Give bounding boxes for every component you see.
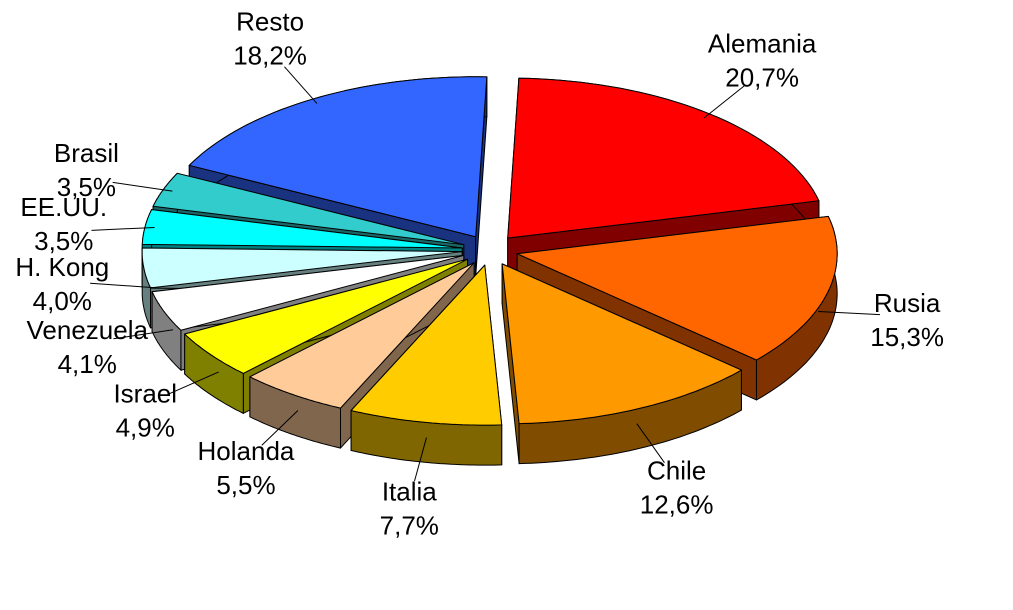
slice-label: Italia: [382, 476, 437, 506]
leader-line: [703, 85, 745, 119]
slice-value-label: 4,1%: [58, 349, 117, 379]
slice: [184, 258, 469, 374]
slice-label: Alemania: [708, 28, 817, 58]
slice-label: Brasil: [54, 138, 119, 168]
slice: [507, 77, 820, 239]
leader-line: [261, 410, 299, 446]
slice-label: Venezuela: [27, 315, 149, 345]
slice-value-label: 4,0%: [33, 286, 92, 316]
leader-line: [91, 226, 155, 231]
slice-value-label: 12,6%: [640, 490, 714, 520]
slice-value-label: 15,3%: [870, 322, 944, 352]
leader-line: [284, 66, 318, 104]
slice-value-label: 3,5%: [34, 226, 93, 256]
slice-label: Rusia: [874, 288, 941, 318]
slice: [141, 247, 463, 289]
slice-value-label: 4,9%: [116, 412, 175, 442]
slice: [141, 209, 463, 249]
slice-value-label: 5,5%: [216, 470, 275, 500]
leader-line: [414, 437, 427, 482]
slice: [501, 263, 742, 425]
leader-line: [818, 310, 880, 316]
slice-value-label: 18,2%: [233, 41, 307, 71]
slice-value-label: 7,7%: [380, 510, 439, 540]
slice-label: Resto: [236, 7, 304, 37]
slice-label: H. Kong: [15, 252, 109, 282]
slice-value-label: 3,5%: [57, 172, 116, 202]
slice: [249, 262, 475, 409]
slice: [188, 76, 488, 238]
leader-line: [90, 282, 154, 289]
leader-line: [167, 371, 219, 395]
leader-line: [112, 181, 173, 192]
slice: [501, 263, 742, 465]
slice: [350, 264, 503, 426]
leader-line: [636, 423, 665, 463]
slice-label: EE.UU.: [20, 192, 107, 222]
slice: [516, 215, 838, 361]
leader-line: [113, 329, 174, 340]
slice-label: Holanda: [198, 436, 295, 466]
slice: [151, 254, 465, 331]
slice-label: Chile: [647, 456, 706, 486]
slice-label: Israel: [113, 378, 177, 408]
slice-value-label: 20,7%: [725, 62, 799, 92]
